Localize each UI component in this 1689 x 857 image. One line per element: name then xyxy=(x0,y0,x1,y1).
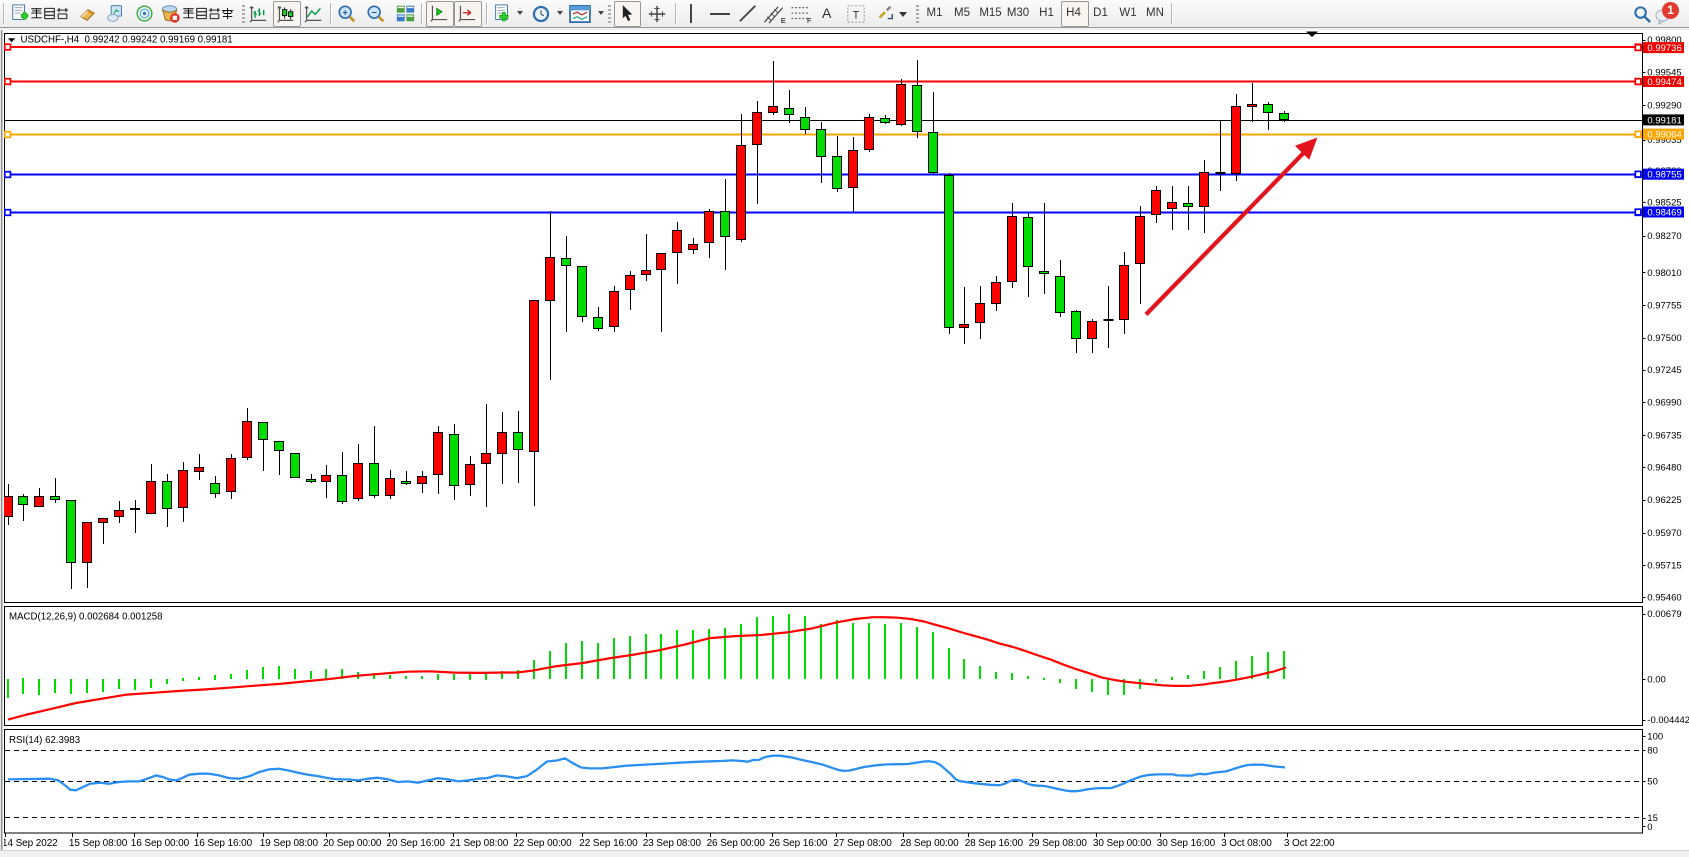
svg-text:0.97245: 0.97245 xyxy=(1647,365,1681,376)
svg-text:80: 80 xyxy=(1647,746,1658,757)
svg-text:0.99064: 0.99064 xyxy=(1647,130,1681,141)
svg-text:23 Sep 08:00: 23 Sep 08:00 xyxy=(643,838,702,849)
svg-text:E: E xyxy=(781,16,786,24)
svg-text:29 Sep 08:00: 29 Sep 08:00 xyxy=(1029,838,1088,849)
svg-text:0.00: 0.00 xyxy=(1647,675,1666,686)
svg-text:0.98755: 0.98755 xyxy=(1647,170,1681,181)
svg-text:0.99290: 0.99290 xyxy=(1647,101,1681,112)
svg-text:19 Sep 08:00: 19 Sep 08:00 xyxy=(260,838,319,849)
svg-text:30 Sep 00:00: 30 Sep 00:00 xyxy=(1093,838,1152,849)
svg-text:0.97755: 0.97755 xyxy=(1647,300,1681,311)
svg-text:0.00679: 0.00679 xyxy=(1647,609,1681,620)
svg-text:26 Sep 00:00: 26 Sep 00:00 xyxy=(707,838,766,849)
svg-text:30 Sep 16:00: 30 Sep 16:00 xyxy=(1157,838,1216,849)
svg-text:100: 100 xyxy=(1647,732,1663,743)
svg-text:0.99736: 0.99736 xyxy=(1647,43,1681,54)
svg-text:15 Sep 08:00: 15 Sep 08:00 xyxy=(69,838,128,849)
svg-text:16 Sep 00:00: 16 Sep 00:00 xyxy=(131,838,190,849)
svg-text:0.99035: 0.99035 xyxy=(1647,135,1681,146)
svg-text:0.99800: 0.99800 xyxy=(1647,35,1681,46)
svg-text:0.98270: 0.98270 xyxy=(1647,231,1681,242)
svg-text:0.98525: 0.98525 xyxy=(1647,198,1681,209)
svg-text:0.99545: 0.99545 xyxy=(1647,67,1681,78)
svg-text:0: 0 xyxy=(1647,822,1652,833)
svg-text:22 Sep 00:00: 22 Sep 00:00 xyxy=(513,838,572,849)
svg-text:28 Sep 00:00: 28 Sep 00:00 xyxy=(900,838,959,849)
svg-text:MACD(12,26,9) 0.002684 0.00125: MACD(12,26,9) 0.002684 0.001258 xyxy=(9,612,163,623)
svg-text:0.98469: 0.98469 xyxy=(1647,207,1681,218)
svg-text:26 Sep 16:00: 26 Sep 16:00 xyxy=(769,838,828,849)
svg-text:28 Sep 16:00: 28 Sep 16:00 xyxy=(965,838,1024,849)
svg-text:3 Oct 08:00: 3 Oct 08:00 xyxy=(1221,838,1272,849)
svg-text:T: T xyxy=(853,10,860,22)
svg-text:0.96480: 0.96480 xyxy=(1647,463,1681,474)
svg-text:0.99474: 0.99474 xyxy=(1647,77,1681,88)
svg-text:0.95715: 0.95715 xyxy=(1647,560,1681,571)
svg-text:0.96735: 0.96735 xyxy=(1647,430,1681,441)
svg-text:0.95970: 0.95970 xyxy=(1647,528,1681,539)
svg-text:3 Oct 22:00: 3 Oct 22:00 xyxy=(1284,838,1335,849)
svg-text:0.96225: 0.96225 xyxy=(1647,495,1681,506)
svg-text:0.96990: 0.96990 xyxy=(1647,397,1681,408)
svg-text:0.98010: 0.98010 xyxy=(1647,268,1681,279)
svg-text:0.99181: 0.99181 xyxy=(1647,115,1681,126)
svg-text:27 Sep 08:00: 27 Sep 08:00 xyxy=(833,838,892,849)
svg-text:-0.004442: -0.004442 xyxy=(1647,715,1689,726)
svg-text:50: 50 xyxy=(1647,777,1658,788)
svg-text:0.95460: 0.95460 xyxy=(1647,593,1681,604)
svg-text:20 Sep 00:00: 20 Sep 00:00 xyxy=(323,838,382,849)
svg-text:+: + xyxy=(343,7,348,17)
svg-text:0.97500: 0.97500 xyxy=(1647,333,1681,344)
svg-text:20 Sep 16:00: 20 Sep 16:00 xyxy=(387,838,446,849)
svg-text:15: 15 xyxy=(1647,813,1658,824)
svg-text:14 Sep 2022: 14 Sep 2022 xyxy=(2,838,58,849)
svg-text:F: F xyxy=(807,16,812,24)
svg-text:−: − xyxy=(372,7,377,17)
svg-text:22 Sep 16:00: 22 Sep 16:00 xyxy=(579,838,638,849)
svg-text:16 Sep 16:00: 16 Sep 16:00 xyxy=(194,838,253,849)
svg-text:USDCHF-,H4 0.99242 0.99242 0.: USDCHF-,H4 0.99242 0.99242 0.99169 0.991… xyxy=(21,34,233,45)
svg-text:RSI(14) 62.3983: RSI(14) 62.3983 xyxy=(9,735,80,746)
svg-text:21 Sep 08:00: 21 Sep 08:00 xyxy=(450,838,509,849)
